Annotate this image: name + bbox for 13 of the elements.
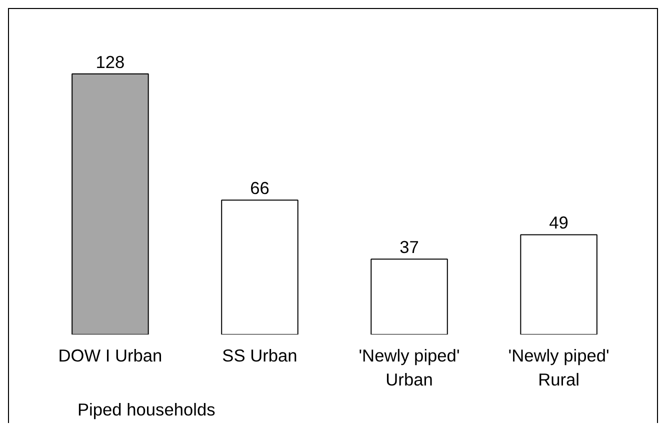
text: Piped households <box>78 400 216 420</box>
data-label: 128 <box>96 52 125 72</box>
bar <box>221 200 298 334</box>
bar <box>72 73 149 334</box>
x-tick-label: SS Urban <box>222 346 298 366</box>
x-tick-label: DOW I Urban <box>58 346 162 366</box>
data-label: 66 <box>250 178 270 198</box>
x-tick-label: 'Newly piped' Urban <box>358 346 460 390</box>
data-label: 37 <box>400 237 419 258</box>
data-label: 49 <box>549 212 568 233</box>
bar <box>520 234 598 334</box>
bar <box>370 258 448 334</box>
x-tick-label: 'Newly piped' Rural <box>508 346 610 390</box>
